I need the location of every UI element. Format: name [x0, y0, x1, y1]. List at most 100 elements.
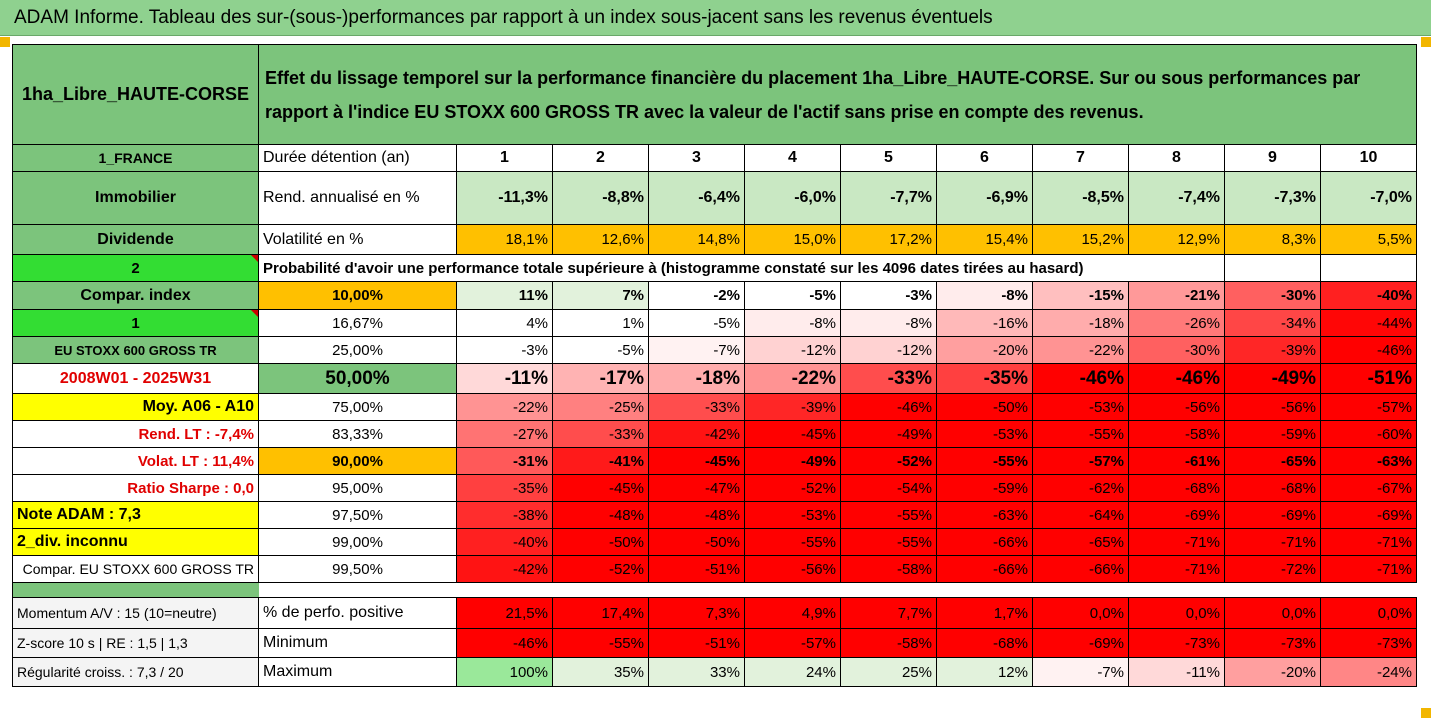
maximum-value: -20% — [1224, 657, 1321, 687]
quantile-value: -15% — [1032, 281, 1129, 310]
quantile-row: Ratio Sharpe : 0,0 95,00% -35% -45% -47% -52%… — [12, 474, 1417, 502]
probability-threshold: 99,00% — [258, 528, 457, 556]
proba-row: 2 Probabilité d'avoir une performance to… — [12, 254, 1417, 282]
maximum-value: 33% — [648, 657, 745, 687]
performance-table: 1ha_Libre_HAUTE-CORSE Effet du lissage t… — [12, 44, 1417, 687]
quantile-value: -50% — [552, 528, 649, 556]
probability-threshold: 75,00% — [258, 393, 457, 421]
perf-pos-value: 1,7% — [936, 597, 1033, 629]
rend-value: -6,9% — [936, 171, 1033, 225]
zscore-label: Z-score 10 s | RE : 1,5 | 1,3 — [12, 628, 259, 658]
probability-threshold: 25,00% — [258, 336, 457, 364]
vol-value: 15,0% — [744, 224, 841, 255]
minimum-value: -46% — [456, 628, 553, 658]
rend-value: -8,5% — [1032, 171, 1129, 225]
quantile-value: -57% — [1032, 447, 1129, 475]
quantile-value: -53% — [744, 501, 841, 529]
quantile-value: -12% — [744, 336, 841, 364]
quantile-value: -69% — [1320, 501, 1417, 529]
quantile-value: -27% — [456, 420, 553, 448]
index-name-label: EU STOXX 600 GROSS TR — [12, 336, 259, 364]
quantile-value: -66% — [936, 555, 1033, 583]
quantile-value: 11% — [456, 281, 553, 310]
probability-threshold: 90,00% — [258, 447, 457, 475]
probability-threshold: 99,50% — [258, 555, 457, 583]
quantile-value: -49% — [840, 420, 937, 448]
quantile-value: -48% — [552, 501, 649, 529]
vol-value: 12,9% — [1128, 224, 1225, 255]
fund-name: 1ha_Libre_HAUTE-CORSE — [12, 44, 259, 145]
regularite-label: Régularité croiss. : 7,3 / 20 — [12, 657, 259, 687]
maximum-value: -24% — [1320, 657, 1417, 687]
quantile-value: -49% — [744, 447, 841, 475]
perf-pos-value: 0,0% — [1320, 597, 1417, 629]
quantile-value: -66% — [936, 528, 1033, 556]
corner-mark-left — [0, 37, 10, 47]
maximum-value: 24% — [744, 657, 841, 687]
note-label: Note ADAM : 7,3 — [12, 501, 259, 529]
quantile-value: -3% — [840, 281, 937, 310]
quantile-value: -67% — [1320, 474, 1417, 502]
quantile-value: -8% — [936, 281, 1033, 310]
quantile-value: -71% — [1128, 528, 1225, 556]
spacer-empty — [1224, 582, 1321, 598]
quantile-row: Volat. LT : 11,4% 90,00% -31% -41% -45% -49% -… — [12, 447, 1417, 475]
rend-value: -6,0% — [744, 171, 841, 225]
summary-row: Z-score 10 s | RE : 1,5 | 1,3 Minimum -46%… — [12, 628, 1417, 658]
rend-value: -7,4% — [1128, 171, 1225, 225]
corner-mark-bottom — [1421, 708, 1431, 718]
spacer-empty — [1320, 582, 1417, 598]
year-header: 6 — [936, 144, 1033, 172]
quantile-value: -39% — [1224, 336, 1321, 364]
quantile-value: -40% — [1320, 281, 1417, 310]
rend-value: -7,7% — [840, 171, 937, 225]
quantile-value: -21% — [1128, 281, 1225, 310]
minimum-label: Minimum — [258, 628, 457, 658]
quantile-value: -50% — [936, 393, 1033, 421]
spacer-empty — [1032, 582, 1129, 598]
quantile-row: Moy. A06 - A10 75,00% -22% -25% -33% -39% -46%… — [12, 393, 1417, 421]
quantile-value: -54% — [840, 474, 937, 502]
vol-value: 8,3% — [1224, 224, 1321, 255]
minimum-value: -55% — [552, 628, 649, 658]
header-row: 1ha_Libre_HAUTE-CORSE Effet du lissage t… — [12, 44, 1417, 145]
minimum-value: -57% — [744, 628, 841, 658]
vol-value: 15,4% — [936, 224, 1033, 255]
vol-row: Dividende Volatilité en % 18,1% 12,6% 14,8… — [12, 224, 1417, 255]
quantile-value: -72% — [1224, 555, 1321, 583]
quantile-value: -55% — [1032, 420, 1129, 448]
div-label: 2_div. inconnu — [12, 528, 259, 556]
quantile-value: -69% — [1224, 501, 1321, 529]
probability-threshold: 16,67% — [258, 309, 457, 337]
vol-label: Volatilité en % — [258, 224, 457, 255]
volat-lt-label: Volat. LT : 11,4% — [12, 447, 259, 475]
quantile-value: -59% — [936, 474, 1033, 502]
quantile-value: -18% — [1032, 309, 1129, 337]
perf-pos-value: 21,5% — [456, 597, 553, 629]
quantile-value: -55% — [840, 501, 937, 529]
minimum-value: -73% — [1128, 628, 1225, 658]
quantile-value: -71% — [1320, 555, 1417, 583]
quantile-value: -16% — [936, 309, 1033, 337]
quantile-value: -38% — [456, 501, 553, 529]
quantile-value: -46% — [840, 393, 937, 421]
probability-threshold: 10,00% — [258, 281, 457, 310]
quantile-value: -2% — [648, 281, 745, 310]
quantile-value: -44% — [1320, 309, 1417, 337]
spacer-empty — [744, 582, 841, 598]
quantile-value: -5% — [552, 336, 649, 364]
quantile-value: -53% — [936, 420, 1033, 448]
quantile-value: -68% — [1224, 474, 1321, 502]
quantile-value: -50% — [648, 528, 745, 556]
spacer-empty — [648, 582, 745, 598]
country-label: 1_FRANCE — [12, 144, 259, 172]
quantile-value: -52% — [744, 474, 841, 502]
quantile-value: -17% — [552, 363, 649, 394]
quantile-value: -62% — [1032, 474, 1129, 502]
quantile-row: 1 16,67% 4% 1% -5% -8% -8% -16% -18% -26% -34% -44% — [12, 309, 1417, 337]
quantile-value: -59% — [1224, 420, 1321, 448]
quantile-value: -5% — [648, 309, 745, 337]
summary-row: Momentum A/V : 15 (10=neutre)% de perfo.… — [12, 597, 1417, 629]
perf-pos-label: % de perfo. positive — [258, 597, 457, 629]
